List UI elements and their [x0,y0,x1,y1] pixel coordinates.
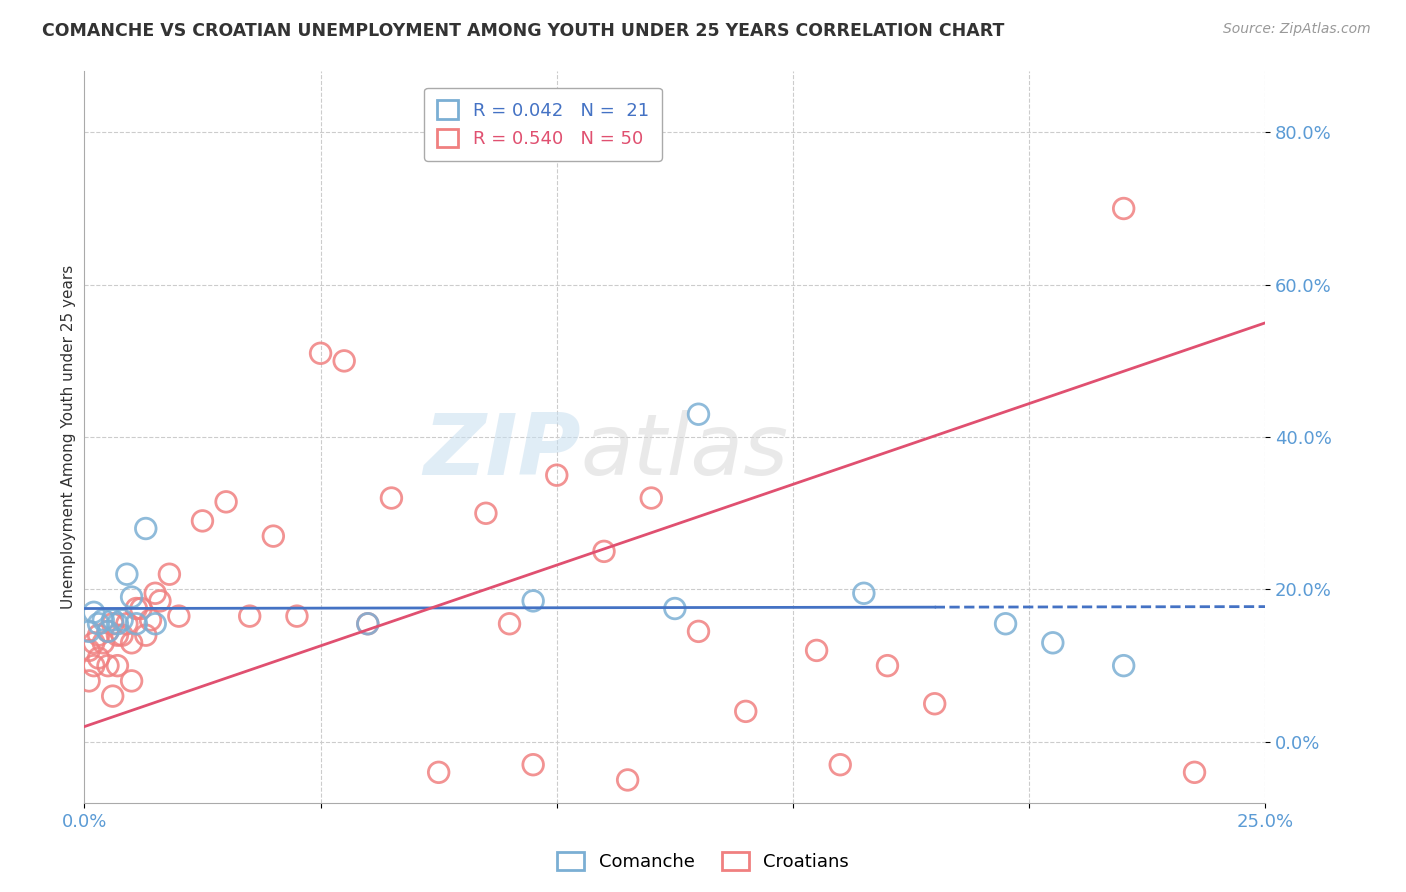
Point [357,616,380,631]
Point [640,491,662,505]
Point [239,609,262,624]
Point [688,624,710,639]
Point [427,765,450,780]
Point [101,689,124,703]
Point [77,673,100,688]
Legend: R = 0.042   N =  21, R = 0.540   N = 50: R = 0.042 N = 21, R = 0.540 N = 50 [425,87,662,161]
Point [125,616,148,631]
Legend: Comanche, Croatians: Comanche, Croatians [550,845,856,879]
Point [498,616,520,631]
Point [167,609,190,624]
Point [139,613,162,627]
Y-axis label: Unemployment Among Youth under 25 years: Unemployment Among Youth under 25 years [60,265,76,609]
Point [475,506,498,520]
Point [111,628,134,642]
Point [664,601,686,615]
Text: COMANCHE VS CROATIAN UNEMPLOYMENT AMONG YOUTH UNDER 25 YEARS CORRELATION CHART: COMANCHE VS CROATIAN UNEMPLOYMENT AMONG … [42,22,1004,40]
Point [215,495,238,509]
Point [616,772,638,787]
Point [97,624,120,639]
Point [688,407,710,421]
Point [1042,636,1064,650]
Point [83,636,105,650]
Point [546,468,568,483]
Point [852,586,875,600]
Point [333,354,356,368]
Point [87,651,110,665]
Point [101,616,124,631]
Text: Source: ZipAtlas.com: Source: ZipAtlas.com [1223,22,1371,37]
Point [101,613,124,627]
Point [107,658,129,673]
Text: atlas: atlas [581,410,789,493]
Point [91,636,114,650]
Point [357,616,380,631]
Point [734,705,756,719]
Point [121,590,143,604]
Point [87,628,110,642]
Point [994,616,1017,631]
Point [149,594,172,608]
Point [97,624,120,639]
Point [125,601,148,615]
Point [107,628,129,642]
Point [1112,202,1135,216]
Point [115,567,138,582]
Point [876,658,898,673]
Point [191,514,214,528]
Point [83,605,105,619]
Point [924,697,946,711]
Point [91,613,114,627]
Point [593,544,616,558]
Point [1184,765,1206,780]
Point [135,521,157,535]
Point [309,346,332,360]
Point [1112,658,1135,673]
Point [77,624,100,639]
Point [380,491,402,505]
Point [135,628,157,642]
Point [806,643,828,657]
Point [107,616,129,631]
Point [129,601,152,615]
Point [83,658,105,673]
Text: ZIP: ZIP [423,410,581,493]
Point [115,616,138,631]
Point [262,529,284,543]
Point [522,757,544,772]
Point [121,673,143,688]
Point [522,594,544,608]
Point [121,636,143,650]
Point [143,616,166,631]
Point [111,613,134,627]
Point [77,643,100,657]
Point [830,757,852,772]
Point [87,616,110,631]
Point [157,567,180,582]
Point [97,658,120,673]
Point [285,609,308,624]
Point [143,586,166,600]
